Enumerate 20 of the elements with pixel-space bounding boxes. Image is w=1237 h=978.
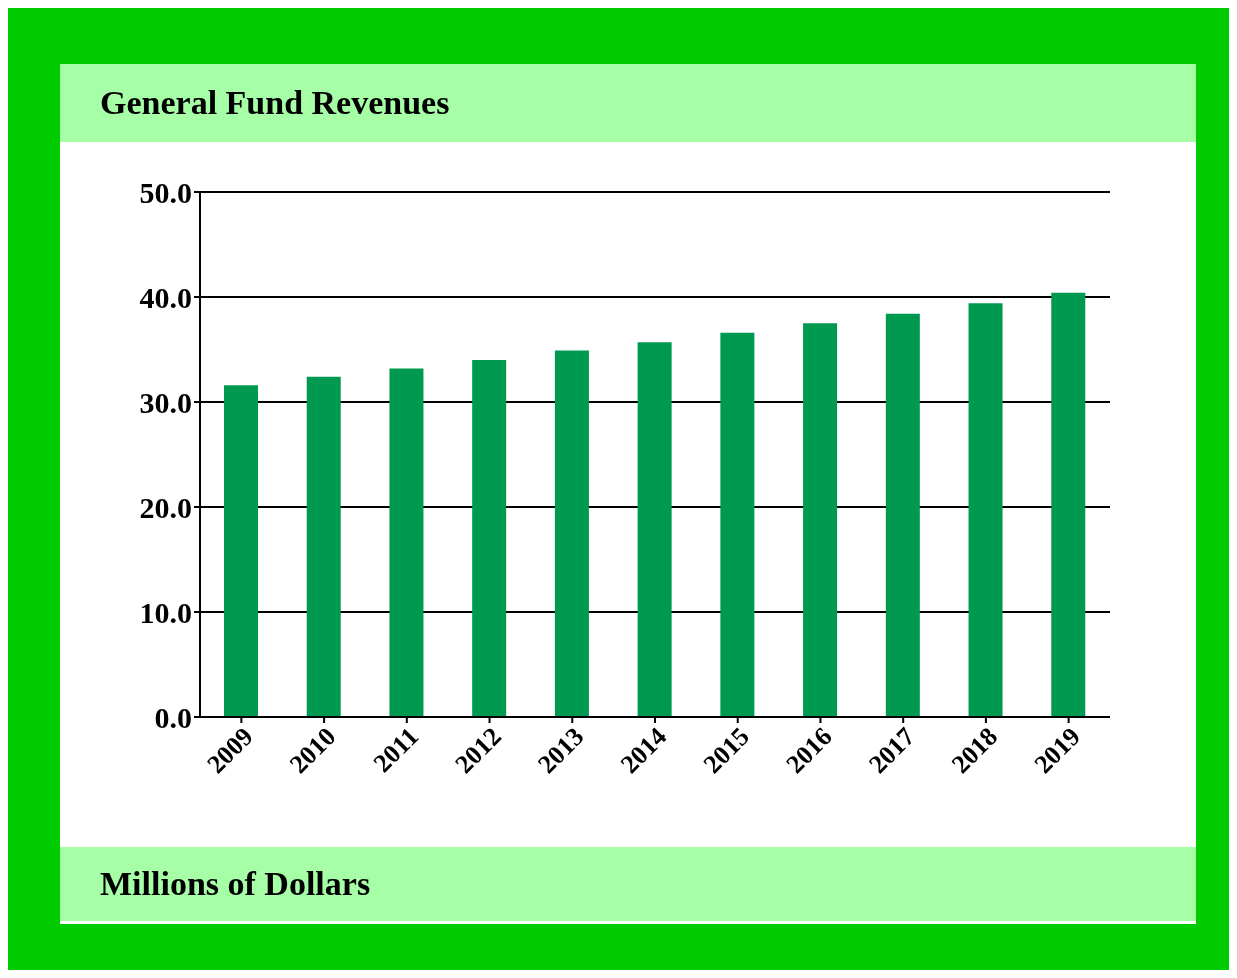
bar xyxy=(1051,292,1086,717)
y-tick-label: 50.0 xyxy=(139,175,192,209)
bar xyxy=(306,376,341,717)
bar xyxy=(472,360,507,717)
bar xyxy=(803,323,838,717)
bar xyxy=(885,313,920,717)
y-tick-label: 0.0 xyxy=(154,700,192,734)
bar xyxy=(720,332,755,717)
bar xyxy=(637,342,672,717)
y-tick-label: 20.0 xyxy=(139,490,192,524)
bar xyxy=(389,368,424,717)
y-tick-label: 40.0 xyxy=(139,280,192,314)
x-tick-label: 2011 xyxy=(367,721,425,779)
chart-title: General Fund Revenues xyxy=(60,64,1196,142)
bar xyxy=(554,350,589,717)
y-tick-label: 10.0 xyxy=(139,595,192,629)
bar xyxy=(968,303,1003,717)
y-axis-title: Millions of Dollars xyxy=(60,847,1196,921)
bar xyxy=(224,385,258,717)
y-tick-label: 30.0 xyxy=(139,385,192,419)
